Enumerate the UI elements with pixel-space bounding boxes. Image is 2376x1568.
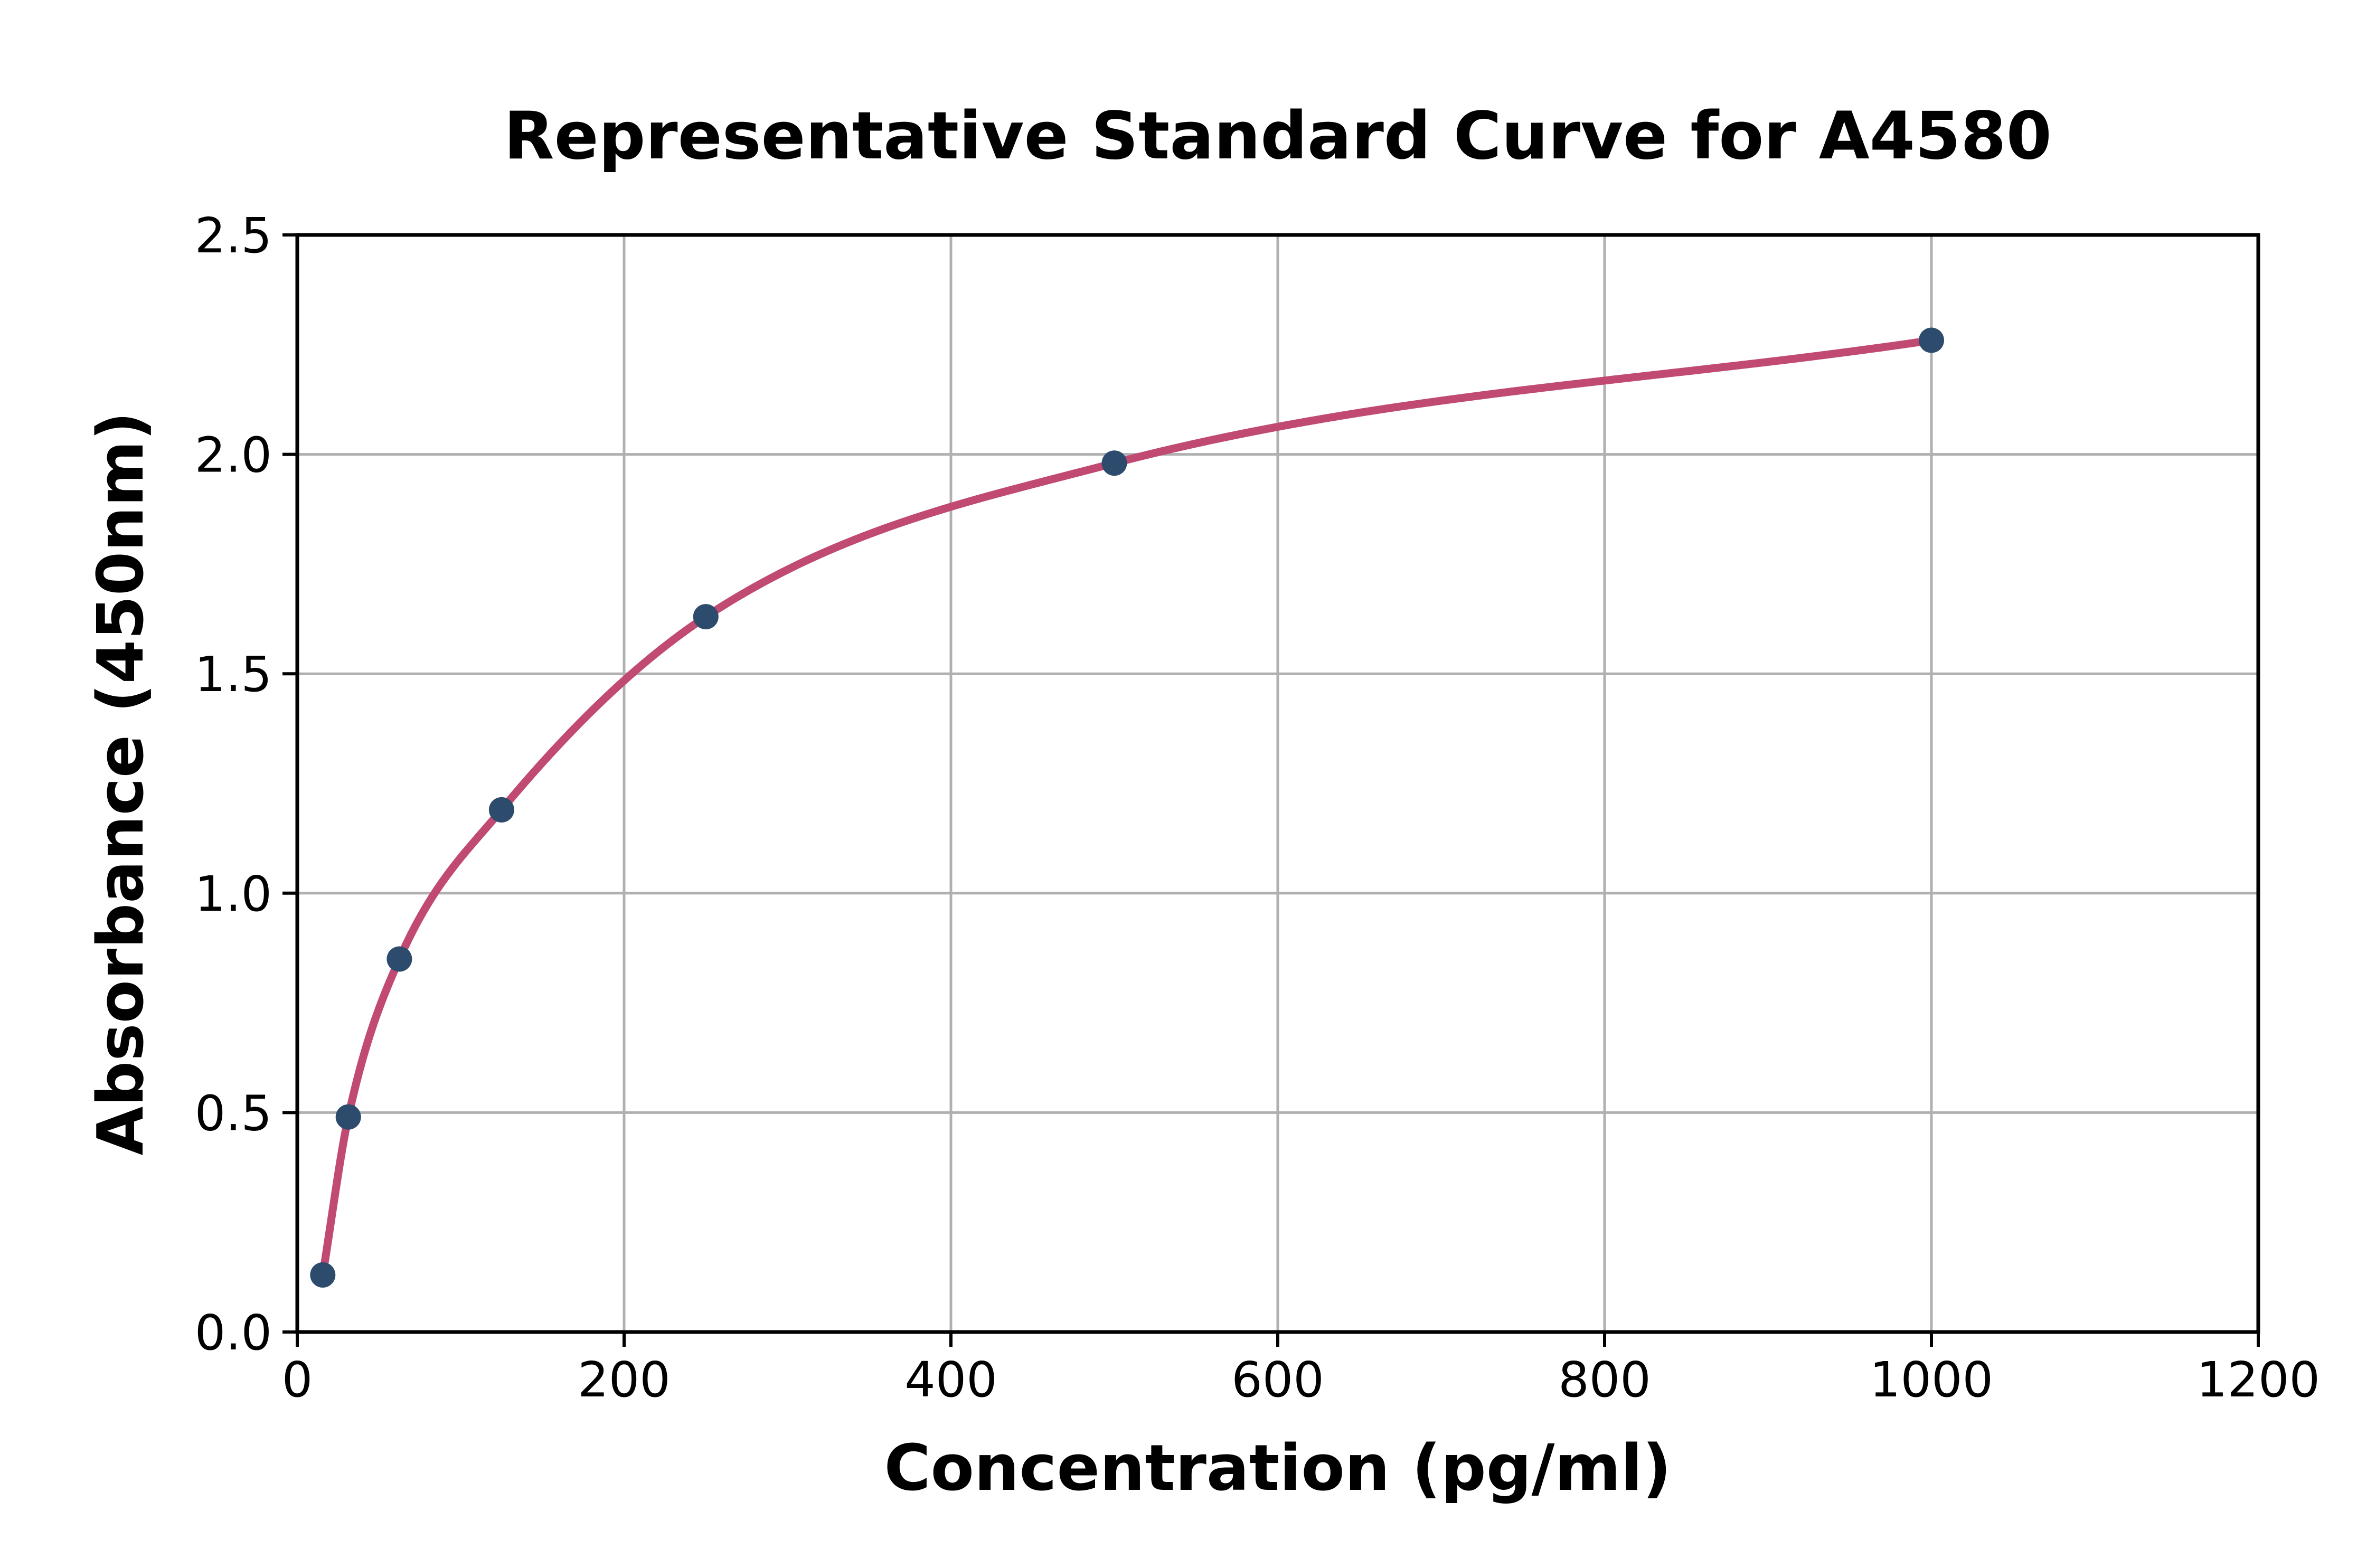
y-tick-label: 0.0 [195,1305,272,1361]
x-ticks [296,1332,2260,1347]
chart-title: Representative Standard Curve for A4580 [504,98,2052,174]
data-point [1101,450,1127,476]
data-point [1919,327,1944,353]
y-ticks [282,233,297,1334]
y-tick-label: 2.0 [195,427,272,484]
y-axis-label: Absorbance (450nm) [84,411,158,1155]
gridlines [296,233,2260,1334]
data-point [386,946,412,972]
data-point [693,604,719,630]
fit-curve-line [318,336,1936,1279]
y-tick-label: 0.5 [195,1085,272,1141]
x-tick-label: 800 [1558,1352,1651,1408]
x-axis-label: Concentration (pg/ml) [884,1432,1671,1505]
x-tick-label: 0 [282,1352,313,1408]
x-tick-label: 200 [578,1352,671,1408]
x-tick-label: 400 [904,1352,997,1408]
x-tick-label: 1200 [2196,1352,2320,1408]
x-tick-labels: 0 200 400 600 800 1000 1200 [282,1352,2320,1408]
data-point [335,1104,361,1130]
x-tick-label: 600 [1231,1352,1324,1408]
data-point [310,1262,336,1288]
y-tick-label: 1.5 [195,646,272,703]
y-tick-labels: 0.0 0.5 1.0 1.5 2.0 2.5 [195,207,272,1361]
scatter-points [310,327,1944,1288]
y-tick-label: 1.0 [195,866,272,922]
y-tick-label: 2.5 [195,207,272,264]
x-tick-label: 1000 [1870,1352,1993,1408]
x-gridlines [296,235,2260,1332]
data-point [488,797,514,823]
